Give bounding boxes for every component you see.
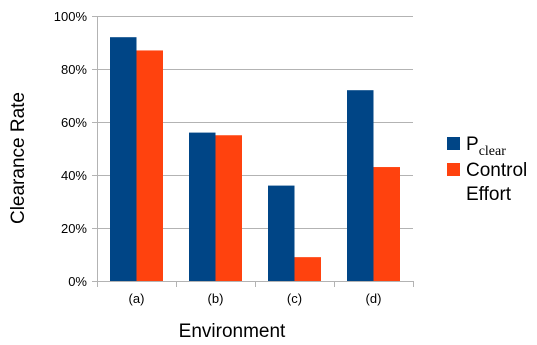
bar <box>268 185 295 281</box>
y-tick-label: 20% <box>61 221 87 236</box>
y-axis-title: Clearance Rate <box>8 92 29 224</box>
y-tick-label: 40% <box>61 168 87 183</box>
x-tick-label: (c) <box>287 291 302 306</box>
legend-swatch-pclear <box>447 137 460 150</box>
bar <box>110 37 137 282</box>
legend-label-control-effort-line1: Control <box>466 160 527 181</box>
legend: Pclear Control Effort <box>447 134 527 205</box>
legend-label-control-effort-line2: Effort <box>466 184 512 205</box>
y-tick-label: 0% <box>68 274 87 289</box>
bar <box>347 90 374 281</box>
x-tick-label: (d) <box>366 291 382 306</box>
bar <box>189 132 216 281</box>
y-tick-label: 60% <box>61 115 87 130</box>
legend-label-pclear: Pclear <box>466 134 506 159</box>
x-axis-title: Environment <box>179 321 286 342</box>
x-tick-labels: (a) (b) (c) (d) <box>129 291 382 306</box>
legend-swatch-control-effort <box>447 163 460 176</box>
bar <box>373 167 400 281</box>
legend-pclear-sub: clear <box>479 144 507 159</box>
x-tick-label: (b) <box>208 291 224 306</box>
y-tick-label: 100% <box>54 9 88 24</box>
bar <box>136 50 163 282</box>
bar <box>215 135 242 281</box>
bars <box>110 37 400 282</box>
y-tick-labels: 0% 20% 40% 60% 80% 100% <box>54 9 88 289</box>
legend-pclear-main: P <box>466 134 479 155</box>
bar <box>294 257 321 281</box>
x-tick-label: (a) <box>129 291 145 306</box>
axes <box>92 16 414 287</box>
y-tick-label: 80% <box>61 62 87 77</box>
